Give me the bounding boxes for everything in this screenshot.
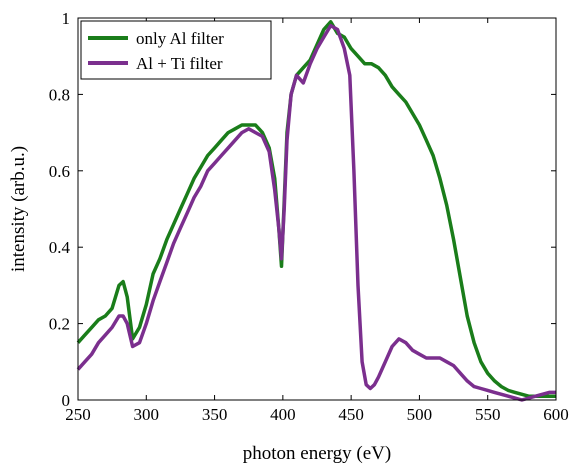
y-tick-label: 0.2: [49, 315, 70, 334]
legend-box: [80, 20, 272, 80]
legend-label-al-ti: Al + Ti filter: [136, 54, 223, 73]
y-tick-label: 0: [62, 391, 71, 410]
y-tick-label: 0.6: [49, 162, 70, 181]
x-tick-label: 500: [407, 405, 433, 424]
x-tick-label: 400: [270, 405, 296, 424]
ticks-layer: 250 300 350 400 450 500 550 600 0 0.2 0.4 0.6 0.8 1: [49, 9, 569, 424]
y-tick-label: 1: [62, 9, 71, 28]
x-tick-label: 450: [338, 405, 364, 424]
y-tick-label: 0.4: [49, 238, 71, 257]
y-axis-label: intensity (arb.u.): [8, 146, 29, 272]
series-line-1: [76, 23, 556, 402]
x-tick-label: 600: [543, 405, 569, 424]
legend: only Al filter Al + Ti filter: [80, 20, 272, 80]
plot-frame: [77, 17, 557, 401]
x-tick-label: 350: [202, 405, 228, 424]
x-tick-label: 250: [65, 405, 91, 424]
x-axis-label: photon energy (eV): [243, 443, 391, 464]
x-tick-label: 550: [475, 405, 501, 424]
x-tick-label: 300: [134, 405, 160, 424]
legend-label-only-al: only Al filter: [136, 29, 224, 48]
series-layer: [76, 20, 556, 402]
series-line-0: [76, 20, 556, 398]
y-tick-label: 0.8: [49, 85, 70, 104]
